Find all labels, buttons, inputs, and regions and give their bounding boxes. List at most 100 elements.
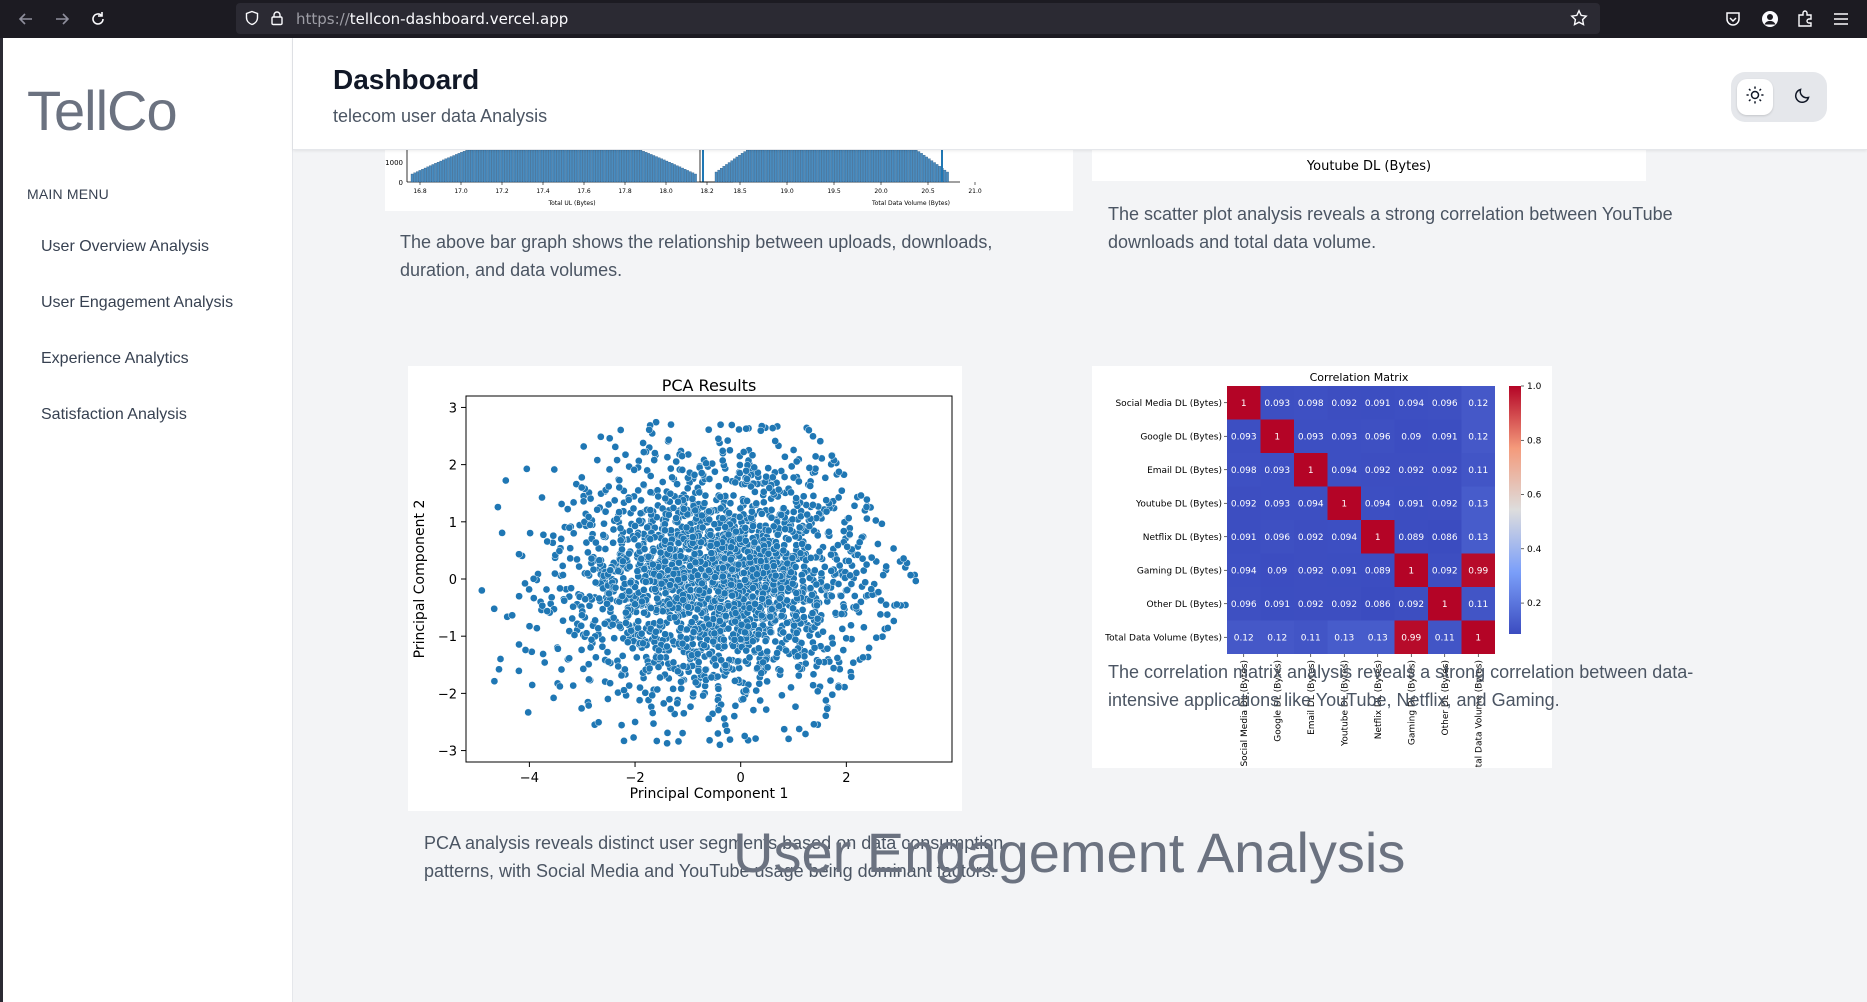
heatmap-cell (1361, 386, 1395, 420)
heatmap-row-label: Gaming DL (Bytes) (1137, 566, 1222, 576)
hist-left-bar (585, 150, 588, 183)
pca-point (727, 555, 735, 564)
pca-point (645, 425, 654, 434)
sidebar-item-satisfaction-analysis[interactable]: Satisfaction Analysis (41, 406, 187, 423)
hist-right-bar (946, 171, 949, 183)
pca-point (832, 555, 841, 564)
hist-left-bar (491, 150, 494, 183)
heatmap-cell (1461, 587, 1495, 621)
pca-point (661, 557, 669, 566)
heatmap-cell (1327, 553, 1361, 587)
dark-theme-button[interactable] (1785, 79, 1821, 115)
pca-point (822, 496, 831, 505)
heatmap-cell-value: 0.09 (1267, 566, 1287, 576)
pca-point (739, 695, 748, 703)
pca-point (783, 619, 791, 627)
histogram-description: The above bar graph shows the relationsh… (400, 232, 993, 280)
pca-point (577, 646, 586, 654)
heatmap-cell (1428, 486, 1462, 520)
menu-hamburger-icon[interactable] (1832, 10, 1850, 33)
hist-left-bar (621, 150, 624, 183)
sidebar-item-experience-analytics[interactable]: Experience Analytics (41, 350, 189, 367)
heatmap-cell (1227, 587, 1261, 621)
colorbar (1509, 386, 1521, 634)
pca-point (609, 613, 618, 622)
pca-point (838, 625, 847, 633)
heatmap-cell (1260, 587, 1294, 621)
pca-point (805, 522, 814, 531)
heatmap-cell (1361, 553, 1395, 587)
pca-point (721, 523, 730, 531)
pca-point (695, 488, 704, 497)
pocket-icon[interactable] (1724, 10, 1742, 33)
pca-point (593, 505, 602, 514)
pca-point (759, 487, 768, 496)
pca-point (741, 524, 750, 532)
pca-point (757, 669, 766, 678)
pca-point (731, 478, 740, 487)
pca-point (653, 594, 661, 603)
hist-left-bar (434, 163, 437, 183)
pca-point (699, 691, 707, 700)
pca-point (641, 578, 650, 586)
pca-point (477, 586, 486, 595)
pca-point (764, 598, 773, 607)
hist-right-bar (912, 150, 915, 183)
pca-point (770, 562, 778, 570)
pca-point (604, 695, 612, 703)
hist-left-bar (504, 150, 507, 183)
pca-point (688, 495, 697, 503)
section-title-user-engagement: User Engagement Analysis (733, 821, 1406, 884)
hist-left-bar (613, 150, 617, 183)
hist-right-bar (860, 150, 863, 183)
hist-right-bar (800, 150, 804, 183)
heatmap-cell-value: 0.096 (1231, 600, 1257, 610)
heatmap-cell (1260, 453, 1294, 487)
heatmap-cell (1294, 419, 1328, 453)
light-theme-button[interactable] (1737, 79, 1773, 115)
pca-x-tick-label: 2 (842, 771, 850, 786)
sidebar-item-user-overview[interactable]: User Overview Analysis (41, 238, 210, 255)
pca-point (610, 496, 619, 505)
pca-point (521, 646, 530, 654)
pca-point (768, 473, 777, 482)
address-bar[interactable]: https://tellcon-dashboard.vercel.app (236, 3, 1600, 34)
heatmap-row-label: Total Data Volume (Bytes) (1104, 633, 1222, 643)
lock-icon[interactable] (269, 10, 285, 31)
pca-point (515, 640, 523, 649)
hist-right-bar (790, 150, 793, 183)
hist-right-bar (831, 150, 835, 183)
pca-point (600, 519, 608, 528)
pca-point (899, 554, 908, 563)
heatmap-cell-value: 0.13 (1468, 533, 1488, 543)
pca-point (837, 592, 846, 600)
pca-point (629, 504, 638, 513)
pca-point (706, 530, 715, 539)
pca-point (582, 629, 591, 638)
heatmap-cell (1260, 520, 1294, 554)
pca-point (810, 566, 819, 575)
hist-left-bar (507, 150, 510, 183)
account-icon[interactable] (1760, 9, 1780, 34)
pca-point (665, 600, 674, 609)
heatmap-cell (1294, 486, 1328, 520)
pca-point (742, 466, 751, 475)
forward-arrow-icon[interactable] (48, 5, 76, 33)
pca-point (724, 530, 733, 539)
hist-left-ticks: 16.8 17.0 17.2 17.4 17.6 17.8 18.0 18.2 (413, 182, 714, 195)
heatmap-cell-value: 1 (1274, 432, 1280, 442)
sidebar-item-user-engagement[interactable]: User Engagement Analysis (41, 294, 234, 311)
reload-icon[interactable] (84, 5, 112, 33)
pca-point (682, 523, 691, 532)
pca-point (508, 611, 517, 620)
hist-left-bar (590, 150, 593, 183)
pca-point (882, 562, 891, 571)
heatmap-cell (1461, 419, 1495, 453)
hist-left-bar (652, 155, 656, 183)
bookmark-star-icon[interactable] (1570, 9, 1588, 32)
shield-icon[interactable] (244, 10, 260, 31)
pca-point (565, 654, 574, 663)
back-arrow-icon[interactable] (12, 5, 40, 33)
extensions-icon[interactable] (1796, 9, 1814, 32)
pca-point (629, 733, 638, 742)
